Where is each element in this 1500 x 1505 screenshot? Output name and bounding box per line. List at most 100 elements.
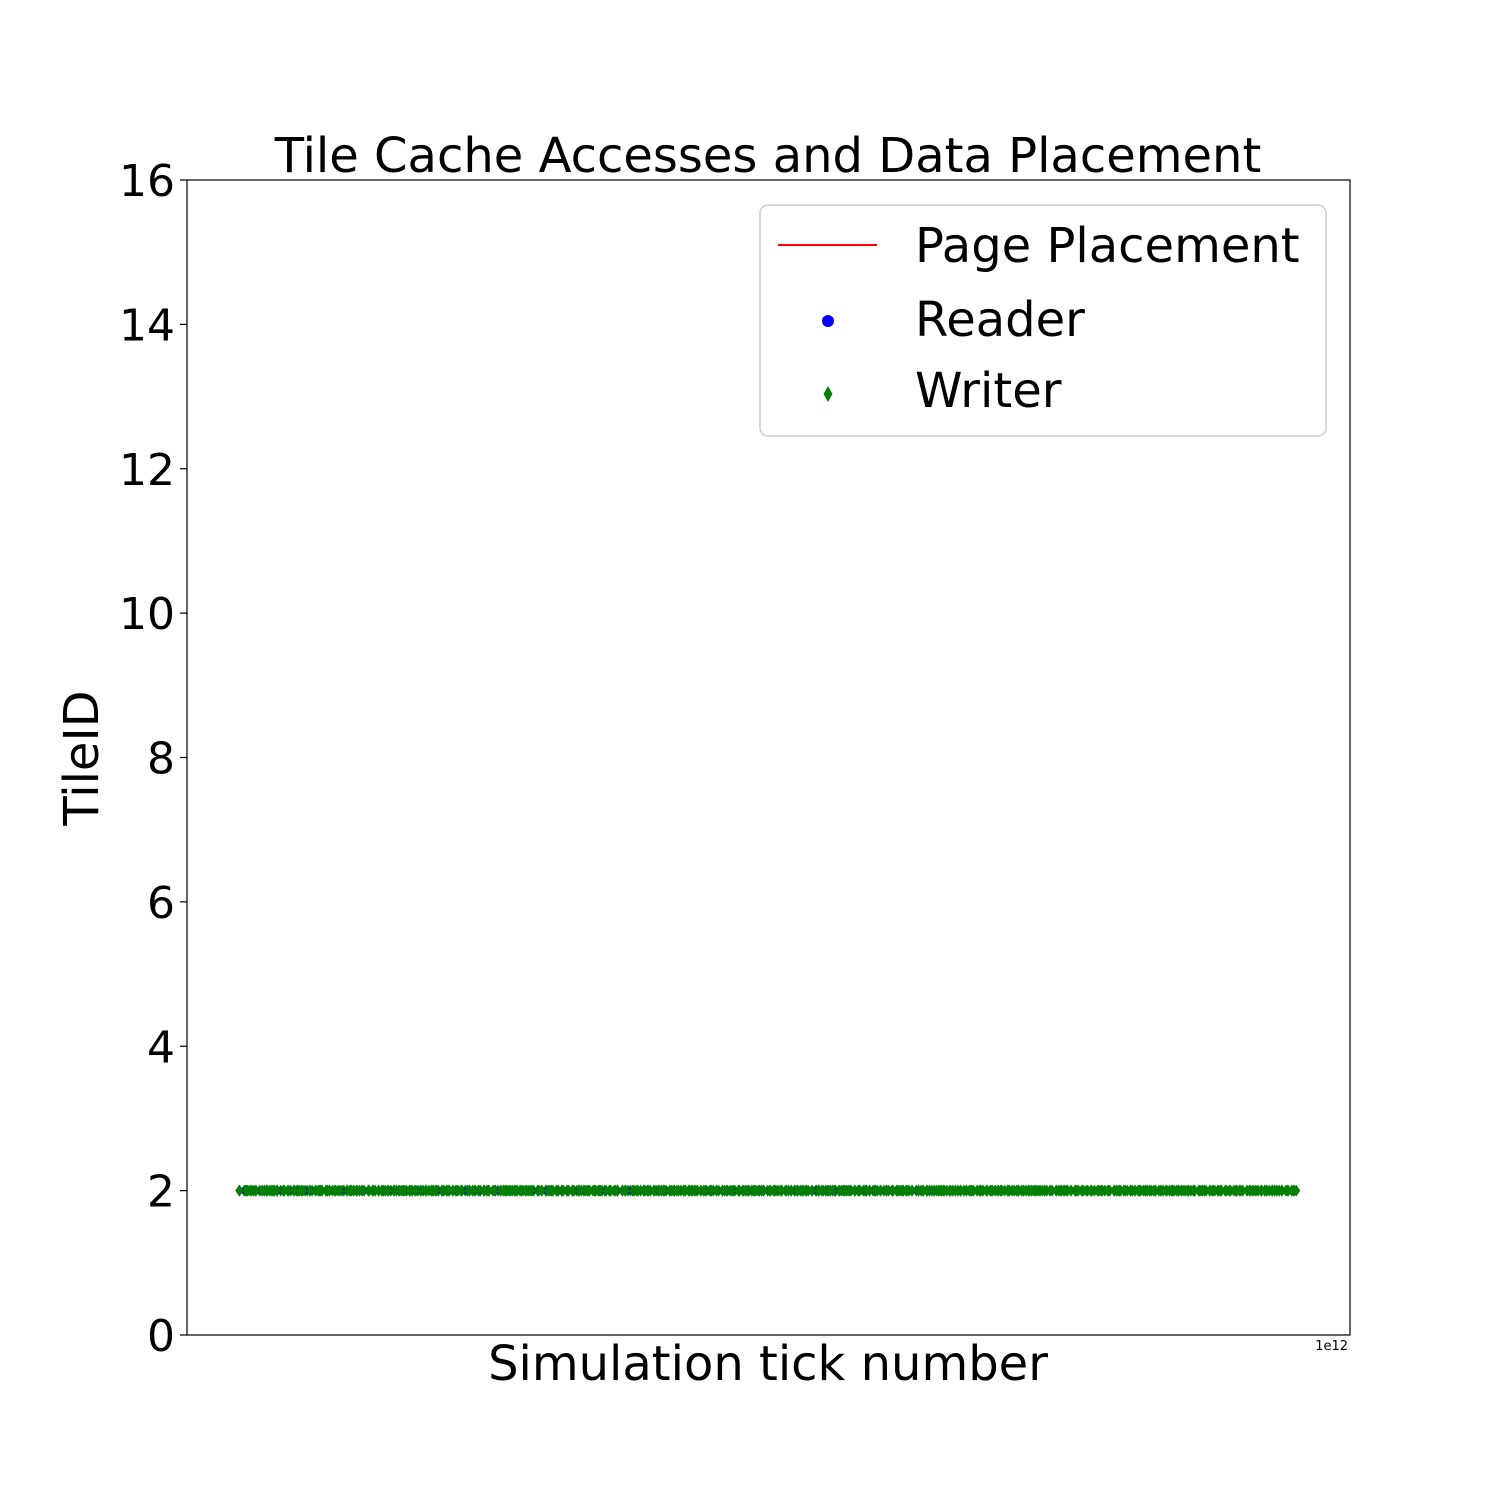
writer-point: [581, 1184, 590, 1197]
legend: Page Placement Reader Writer: [759, 204, 1327, 437]
writer-point: [1251, 1184, 1260, 1197]
writer-point: [754, 1184, 763, 1197]
writer-point: [685, 1184, 694, 1197]
writer-point: [887, 1184, 896, 1197]
writer-point: [696, 1184, 705, 1197]
writer-point: [893, 1184, 902, 1197]
writer-point: [670, 1184, 679, 1197]
writer-point: [606, 1184, 615, 1197]
legend-marker-reader: [822, 315, 834, 327]
writer-point: [1114, 1184, 1123, 1197]
writer-point: [728, 1184, 737, 1197]
x-axis-offset-label: 1e12: [1315, 1339, 1348, 1354]
writer-point: [1283, 1184, 1292, 1197]
writer-point: [258, 1184, 267, 1197]
chart-title: Tile Cache Accesses and Data Placement: [274, 128, 1262, 184]
writer-point: [923, 1184, 932, 1197]
writer-point: [246, 1184, 255, 1197]
writer-point: [283, 1184, 292, 1197]
writer-point: [1162, 1184, 1171, 1197]
writer-point: [235, 1184, 244, 1197]
y-tick-label: 0: [147, 1311, 175, 1362]
writer-point: [734, 1184, 743, 1197]
writer-point: [807, 1184, 816, 1197]
writer-point: [793, 1184, 802, 1197]
writer-point: [1067, 1184, 1076, 1197]
writer-point: [690, 1184, 699, 1197]
writer-point: [929, 1184, 938, 1197]
writer-point: [902, 1184, 911, 1197]
writer-point: [759, 1184, 768, 1197]
writer-point: [564, 1184, 573, 1197]
writer-point: [1147, 1184, 1156, 1197]
writer-point: [516, 1184, 525, 1197]
writer-point: [739, 1184, 748, 1197]
writer-point: [1214, 1184, 1223, 1197]
writer-point: [1221, 1184, 1230, 1197]
writer-point: [871, 1184, 880, 1197]
writer-point: [369, 1184, 378, 1197]
writer-point: [1277, 1184, 1286, 1197]
writer-point: [674, 1184, 683, 1197]
writer-point: [601, 1184, 610, 1197]
legend-marker-writer: [823, 386, 833, 402]
writer-point: [427, 1184, 436, 1197]
writer-point: [611, 1184, 620, 1197]
y-axis-label: TileID: [54, 690, 110, 826]
writer-point: [712, 1184, 721, 1197]
writer-point: [438, 1184, 447, 1197]
writer-point: [448, 1184, 457, 1197]
writer-point: [1141, 1184, 1150, 1197]
writer-point: [533, 1184, 542, 1197]
writer-point: [390, 1184, 399, 1197]
writer-point: [316, 1184, 325, 1197]
writer-point: [1272, 1184, 1281, 1197]
y-tick-label: 4: [147, 1022, 175, 1073]
writer-point: [251, 1184, 260, 1197]
writer-point: [298, 1184, 307, 1197]
writer-point: [1003, 1184, 1012, 1197]
writer-point: [744, 1184, 753, 1197]
writer-point: [1072, 1184, 1081, 1197]
writer-point: [585, 1184, 594, 1197]
writer-point: [548, 1184, 557, 1197]
writer-point: [1130, 1184, 1139, 1197]
writer-point: [553, 1184, 562, 1197]
writer-point: [840, 1184, 849, 1197]
plot-area: [235, 1184, 1301, 1197]
writer-point: [1024, 1184, 1033, 1197]
writer-point: [946, 1184, 955, 1197]
y-tick-label: 12: [119, 445, 175, 496]
writer-point: [1008, 1184, 1017, 1197]
y-tick-label: 8: [147, 734, 175, 785]
writer-point: [865, 1184, 874, 1197]
writer-point: [410, 1184, 419, 1197]
writer-point: [718, 1184, 727, 1197]
writer-point: [1060, 1184, 1069, 1197]
writer-point: [262, 1184, 271, 1197]
writer-point: [1121, 1184, 1130, 1197]
writer-point: [474, 1184, 483, 1197]
writer-point: [335, 1184, 344, 1197]
writer-point: [1289, 1184, 1298, 1197]
writer-point: [485, 1184, 494, 1197]
writer-point: [422, 1184, 431, 1197]
writer-point: [722, 1184, 731, 1197]
writer-point: [967, 1184, 976, 1197]
y-tick-label: 14: [119, 300, 175, 351]
writer-point: [1030, 1184, 1039, 1197]
writer-point: [444, 1184, 453, 1197]
writer-point: [325, 1184, 334, 1197]
writer-point: [500, 1184, 509, 1197]
writer-point: [1052, 1184, 1061, 1197]
writer-point: [590, 1184, 599, 1197]
writer-point: [267, 1184, 276, 1197]
writer-point: [526, 1184, 535, 1197]
writer-point: [997, 1184, 1006, 1197]
writer-point: [1236, 1184, 1245, 1197]
writer-point: [919, 1184, 928, 1197]
writer-point: [1034, 1184, 1043, 1197]
writer-point: [987, 1184, 996, 1197]
